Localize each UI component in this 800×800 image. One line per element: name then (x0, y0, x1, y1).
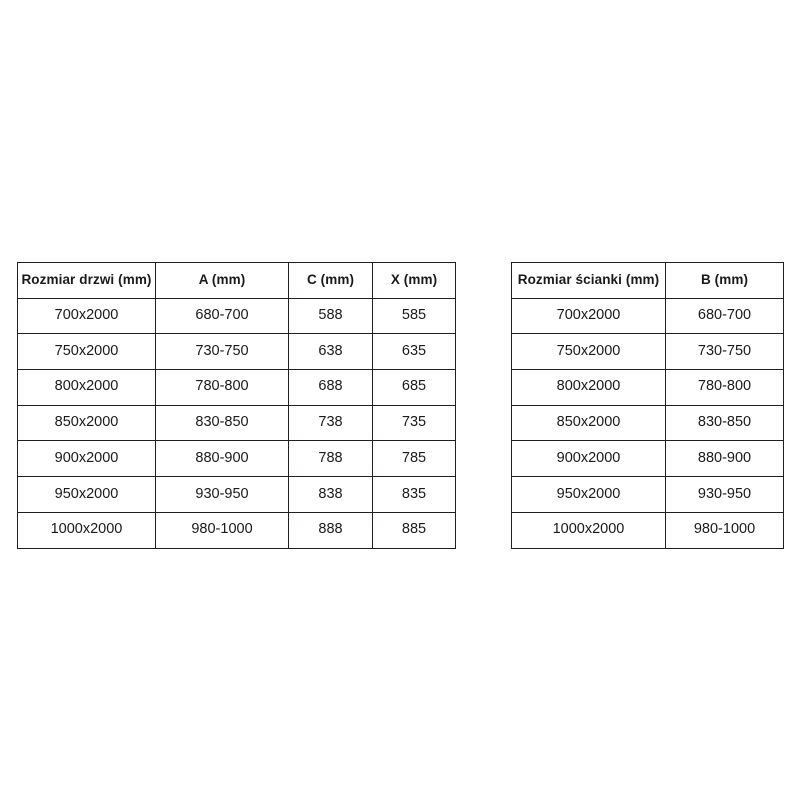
cell-c: 838 (288, 476, 373, 513)
cell-a: 930-950 (155, 476, 289, 513)
column-header-door-size: Rozmiar drzwi (mm) (17, 262, 156, 299)
cell-a: 980-1000 (155, 511, 289, 549)
cell-c: 688 (288, 369, 373, 406)
cell-a: 780-800 (155, 369, 289, 406)
cell-wall-size: 850x2000 (511, 404, 666, 442)
cell-door-size: 1000x2000 (17, 511, 156, 549)
cell-wall-size: 950x2000 (511, 476, 666, 513)
cell-x: 685 (372, 369, 456, 406)
table-row: 1000x2000 980-1000 888 885 (17, 511, 456, 549)
cell-b: 680-700 (665, 297, 784, 335)
column-header-x: X (mm) (372, 262, 456, 299)
cell-a: 730-750 (155, 333, 289, 371)
cell-c: 588 (288, 297, 373, 335)
cell-door-size: 850x2000 (17, 404, 156, 442)
cell-b: 830-850 (665, 404, 784, 442)
door-table-body: 700x2000 680-700 588 585 750x2000 730-75… (17, 297, 456, 549)
door-table-header: Rozmiar drzwi (mm) A (mm) C (mm) X (mm) (17, 262, 456, 299)
cell-x: 635 (372, 333, 456, 371)
cell-wall-size: 750x2000 (511, 333, 666, 371)
cell-b: 980-1000 (665, 511, 784, 549)
column-header-a: A (mm) (155, 262, 289, 299)
table-row: 800x2000 780-800 (511, 369, 784, 406)
table-header-row: Rozmiar drzwi (mm) A (mm) C (mm) X (mm) (17, 262, 456, 299)
cell-door-size: 900x2000 (17, 440, 156, 478)
cell-x: 735 (372, 404, 456, 442)
table-row: 900x2000 880-900 788 785 (17, 440, 456, 478)
cell-b: 730-750 (665, 333, 784, 371)
cell-b: 930-950 (665, 476, 784, 513)
table-row: 1000x2000 980-1000 (511, 511, 784, 549)
cell-door-size: 950x2000 (17, 476, 156, 513)
table-row: 700x2000 680-700 588 585 (17, 297, 456, 335)
cell-b: 880-900 (665, 440, 784, 478)
cell-x: 785 (372, 440, 456, 478)
cell-wall-size: 1000x2000 (511, 511, 666, 549)
column-header-c: C (mm) (288, 262, 373, 299)
wall-table-header: Rozmiar ścianki (mm) B (mm) (511, 262, 784, 299)
cell-door-size: 800x2000 (17, 369, 156, 406)
wall-panel-size-table: Rozmiar ścianki (mm) B (mm) 700x2000 680… (511, 262, 784, 549)
cell-wall-size: 800x2000 (511, 369, 666, 406)
cell-c: 788 (288, 440, 373, 478)
table-row: 850x2000 830-850 738 735 (17, 404, 456, 442)
table-row: 950x2000 930-950 (511, 476, 784, 513)
column-header-b: B (mm) (665, 262, 784, 299)
cell-a: 830-850 (155, 404, 289, 442)
table-row: 750x2000 730-750 638 635 (17, 333, 456, 371)
table-row: 900x2000 880-900 (511, 440, 784, 478)
table-row: 850x2000 830-850 (511, 404, 784, 442)
wall-table-body: 700x2000 680-700 750x2000 730-750 800x20… (511, 297, 784, 549)
cell-door-size: 700x2000 (17, 297, 156, 335)
cell-wall-size: 700x2000 (511, 297, 666, 335)
table-row: 950x2000 930-950 838 835 (17, 476, 456, 513)
cell-c: 888 (288, 511, 373, 549)
cell-c: 738 (288, 404, 373, 442)
cell-x: 885 (372, 511, 456, 549)
cell-x: 835 (372, 476, 456, 513)
cell-a: 880-900 (155, 440, 289, 478)
cell-wall-size: 900x2000 (511, 440, 666, 478)
cell-a: 680-700 (155, 297, 289, 335)
table-header-row: Rozmiar ścianki (mm) B (mm) (511, 262, 784, 299)
table-row: 700x2000 680-700 (511, 297, 784, 335)
cell-c: 638 (288, 333, 373, 371)
cell-x: 585 (372, 297, 456, 335)
table-row: 800x2000 780-800 688 685 (17, 369, 456, 406)
cell-door-size: 750x2000 (17, 333, 156, 371)
table-row: 750x2000 730-750 (511, 333, 784, 371)
column-header-wall-size: Rozmiar ścianki (mm) (511, 262, 666, 299)
door-size-table: Rozmiar drzwi (mm) A (mm) C (mm) X (mm) … (17, 262, 456, 549)
cell-b: 780-800 (665, 369, 784, 406)
